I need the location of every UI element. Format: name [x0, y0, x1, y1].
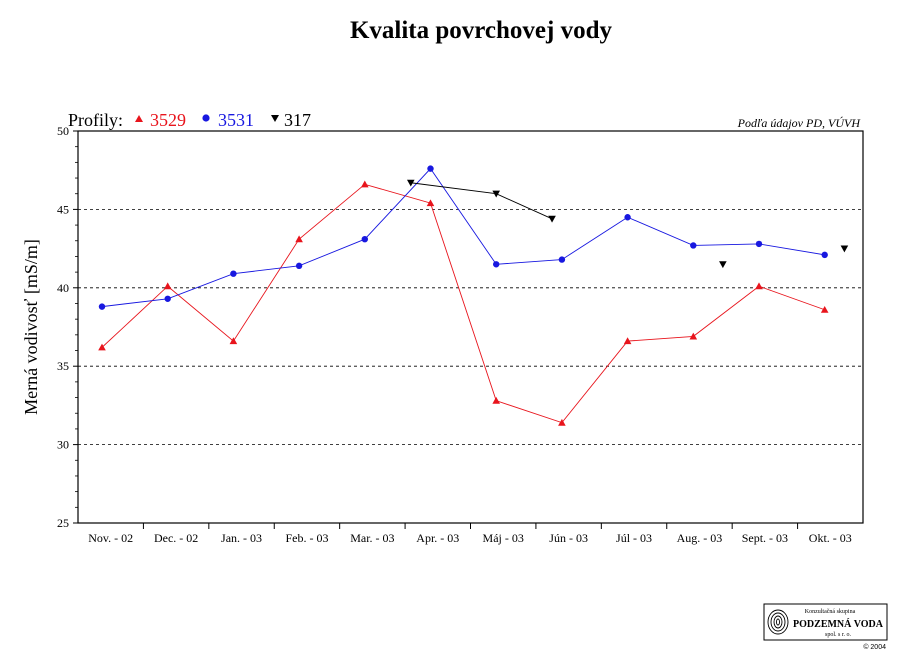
x-tick-label: Nov. - 02 [88, 531, 133, 545]
series-317 [719, 245, 849, 269]
data-point [295, 262, 303, 270]
data-point [690, 242, 697, 249]
data-point [719, 261, 727, 269]
x-tick-label: Mar. - 03 [350, 531, 394, 545]
legend: Profily: 3529 3531 317 [68, 110, 311, 130]
source-note: Podľa údajov PD, VÚVH [737, 116, 862, 130]
legend-label-3529: 3529 [150, 110, 186, 130]
legend-marker-317 [271, 115, 279, 122]
x-tick-label: Jún - 03 [549, 531, 588, 545]
logo-line2: PODZEMNÁ VODA [793, 618, 884, 630]
legend-label-317: 317 [284, 110, 311, 130]
series-317 [406, 179, 556, 223]
data-point [821, 251, 828, 259]
y-tick-label: 25 [57, 516, 69, 530]
data-point [406, 179, 415, 187]
data-point [840, 245, 849, 253]
y-tick-label: 40 [57, 281, 69, 295]
data-point [492, 396, 500, 404]
legend-marker-3531 [202, 114, 210, 122]
series-line [101, 167, 825, 308]
data-point [98, 343, 106, 351]
logo-line3: spol. s r. o. [825, 632, 852, 638]
data-point [295, 235, 303, 243]
y-tick-label: 45 [57, 202, 69, 216]
x-tick-label: Okt. - 03 [809, 531, 852, 545]
data-point [624, 214, 631, 221]
legend-label-3531: 3531 [218, 110, 254, 130]
data-point [427, 165, 434, 172]
x-tick-label: Jan. - 03 [221, 531, 262, 545]
data-point [689, 332, 698, 340]
y-tick-label: 30 [57, 438, 69, 452]
x-tick-label: Aug. - 03 [677, 531, 723, 545]
data-point [164, 295, 171, 302]
data-point [230, 270, 237, 277]
data-point [492, 190, 500, 198]
plot-area [77, 130, 864, 524]
y-tick-label: 35 [57, 359, 69, 373]
data-point [558, 256, 566, 263]
x-tick-label: Sept. - 03 [742, 531, 788, 545]
series-3529 [98, 180, 829, 426]
company-logo: Konzultačná skupina PODZEMNÁ VODA spol. … [763, 603, 888, 641]
data-point [623, 337, 632, 345]
data-point [229, 337, 238, 345]
copyright: © 2004 [863, 643, 886, 651]
legend-prefix: Profily: [68, 110, 123, 130]
y-axis: 25 30 35 40 45 50 [57, 124, 78, 530]
series-3531 [98, 165, 828, 310]
legend-marker-3529 [135, 115, 143, 122]
data-point [548, 215, 556, 223]
data-point [493, 261, 500, 268]
gridlines [78, 208, 863, 446]
data-point [98, 303, 106, 310]
data-point [163, 282, 172, 290]
data-point [558, 418, 566, 426]
x-tick-label: Apr. - 03 [416, 531, 459, 545]
series-line [410, 182, 553, 220]
x-tick-label: Feb. - 03 [285, 531, 328, 545]
y-tick-label: 50 [57, 124, 69, 138]
data-point [361, 180, 369, 188]
data-point [426, 199, 435, 207]
data-point [755, 240, 763, 248]
data-point [755, 282, 763, 290]
fingerprint-icon [767, 609, 789, 635]
x-tick-label: Júl - 03 [616, 531, 652, 545]
data-point [820, 305, 829, 313]
logo-line1: Konzultačná skupina [805, 609, 856, 615]
y-axis-label: Merná vodivosť [mS/m] [21, 239, 41, 415]
x-tick-label: Dec. - 02 [154, 531, 198, 545]
x-axis: Nov. - 02 Dec. - 02 Jan. - 03 Feb. - 03 Mar.… [88, 523, 852, 545]
series-line [101, 183, 825, 424]
chart-title: Kvalita povrchovej vody [350, 17, 613, 44]
data-point [361, 235, 368, 243]
series-layer [98, 165, 849, 426]
x-tick-label: Máj - 03 [483, 531, 524, 545]
